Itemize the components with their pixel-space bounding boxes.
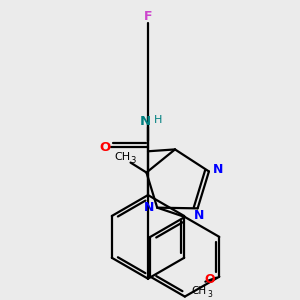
Text: CH: CH (192, 286, 207, 296)
Text: N: N (194, 209, 204, 222)
Text: O: O (100, 141, 111, 154)
Text: F: F (144, 11, 152, 23)
Text: N: N (144, 201, 154, 214)
Text: 3: 3 (130, 156, 135, 165)
Text: N: N (140, 115, 151, 128)
Text: O: O (204, 273, 215, 286)
Text: CH: CH (115, 152, 130, 162)
Text: N: N (213, 163, 223, 176)
Text: 3: 3 (207, 290, 212, 299)
Text: H: H (154, 116, 162, 125)
